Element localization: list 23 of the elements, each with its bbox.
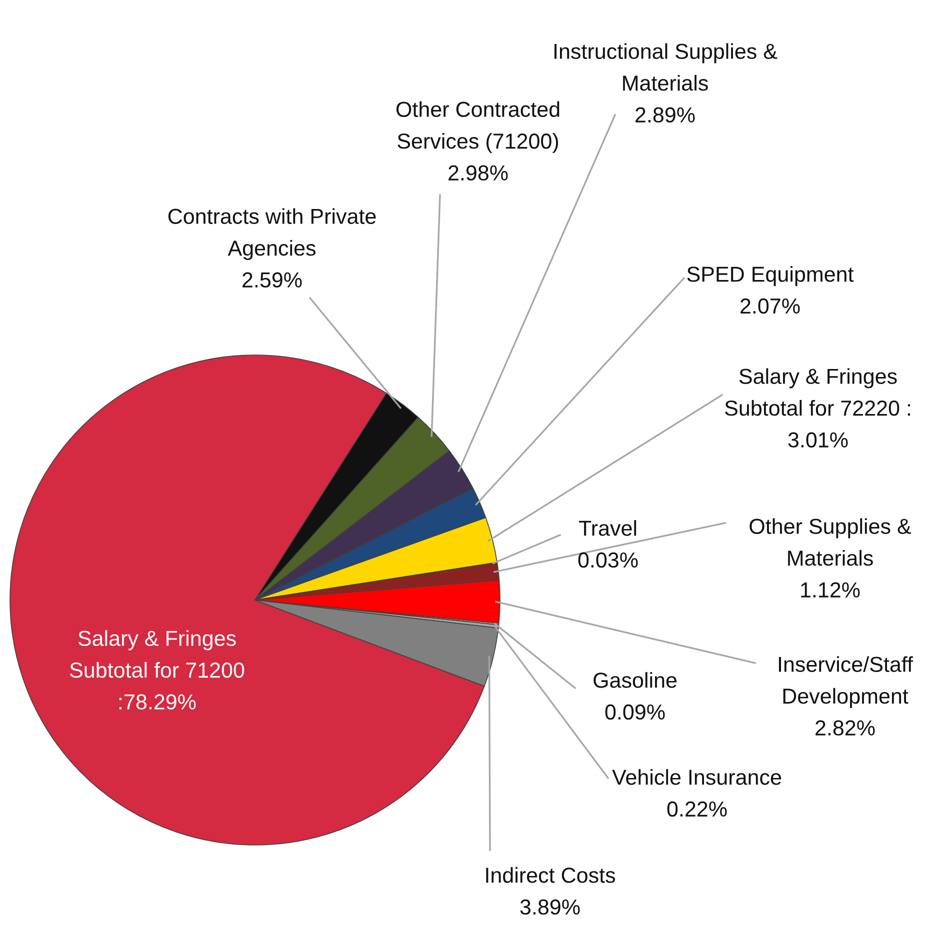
slice-label: Instructional Supplies & Materials xyxy=(554,43,778,91)
data-label: 2.82% xyxy=(816,720,875,736)
slice-label: SPED Equipment xyxy=(687,266,854,286)
slice-label: Gasoline xyxy=(594,672,677,688)
data-label: 0.03% xyxy=(578,552,638,568)
slice-label: Salary & Fringes Subtotal for 72220 : 3.01% xyxy=(725,368,910,448)
data-label: :78.29% xyxy=(119,694,196,710)
slice-label: Contracts with Private Agencies xyxy=(168,208,376,260)
data-label: 2.98% xyxy=(448,165,508,181)
slice-label: Travel xyxy=(578,520,636,536)
slice-label: Salary & Fringes Subtotal for 71200 xyxy=(70,630,244,678)
data-label: 3.89% xyxy=(520,899,580,915)
data-label: 0.09% xyxy=(605,704,665,720)
data-label: 2.89% xyxy=(636,107,695,123)
slice-label: Indirect Costs xyxy=(486,867,616,883)
data-label: 2.07% xyxy=(740,298,800,314)
slice-label: Vehicle Insurance xyxy=(612,769,782,785)
slice-label: Other Contracted Services (71200) xyxy=(396,101,560,154)
data-label: 0.22% xyxy=(667,801,727,817)
data-label: 1.12% xyxy=(801,582,860,598)
data-label: 2.59% xyxy=(242,272,302,288)
slice-label: Other Supplies & Materials xyxy=(750,518,912,566)
slice-label: Inservice/Staff Development xyxy=(778,656,914,708)
